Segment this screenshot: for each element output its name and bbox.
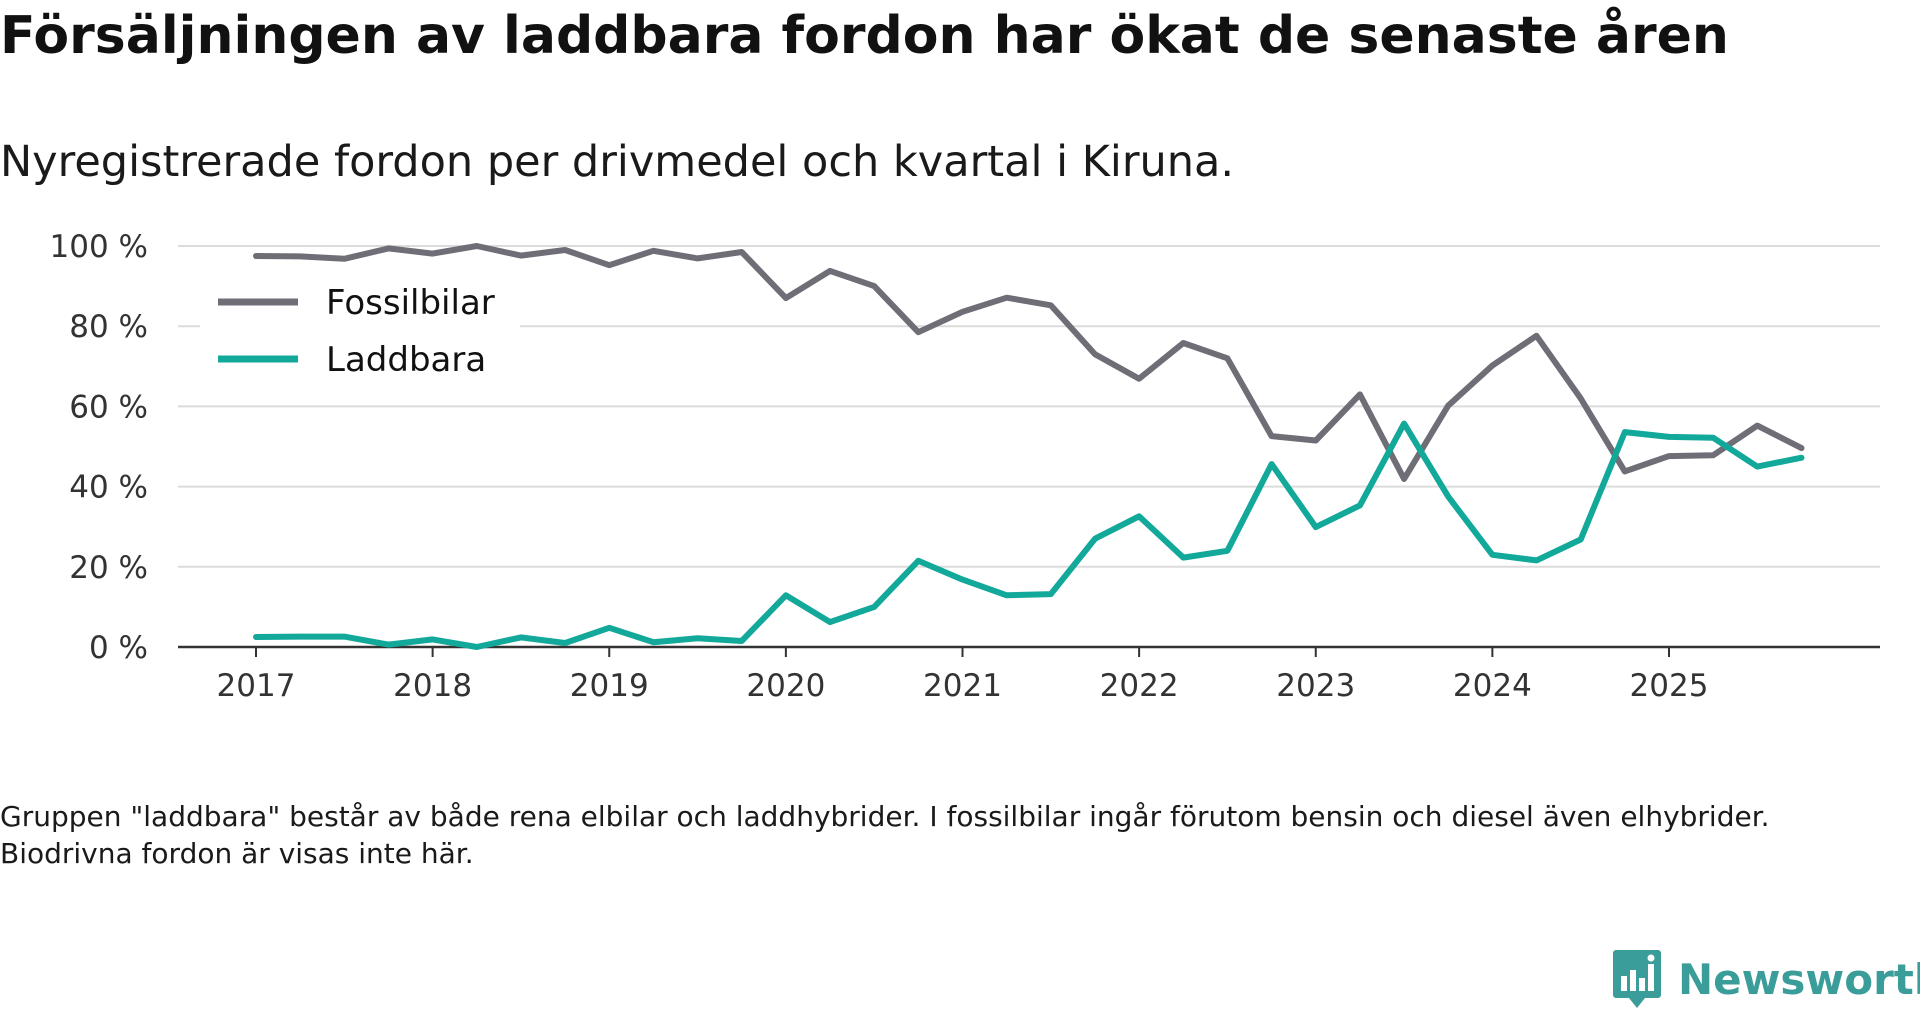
legend-label: Laddbara: [326, 340, 486, 380]
chart-subtitle: Nyregistrerade fordon per drivmedel och …: [0, 137, 1235, 187]
legend: Fossilbilar Laddbara: [200, 272, 520, 380]
x-tick-label: 2024: [1453, 668, 1532, 704]
legend-label: Fossilbilar: [326, 283, 495, 323]
y-tick-label: 60 %: [69, 389, 148, 425]
x-tick-label: 2022: [1100, 668, 1179, 704]
brand-name: Newsworthy: [1678, 954, 1920, 1004]
chart-title: Försäljningen av laddbara fordon har öka…: [0, 6, 1729, 66]
series-line-laddbara: [253, 420, 1805, 650]
x-tick-label: 2019: [570, 668, 649, 704]
y-axis-ticks: 0 % 20 % 40 % 60 % 80 % 100 %: [50, 229, 148, 666]
x-tick-label: 2018: [393, 668, 472, 704]
y-tick-label: 40 %: [69, 470, 148, 506]
x-tick-label: 2025: [1630, 668, 1709, 704]
x-tick-label: 2017: [217, 668, 296, 704]
x-axis-ticks: 2017 2018 2019 2020 2021 2022 2023 2024 2025: [178, 645, 1880, 704]
x-tick-label: 2021: [923, 668, 1002, 704]
y-tick-label: 80 %: [69, 309, 148, 345]
brand[interactable]: Newsworthy: [1612, 948, 1920, 1010]
footnote: Gruppen "laddbara" består av både rena e…: [0, 800, 1770, 870]
y-tick-label: 100 %: [50, 229, 148, 265]
y-tick-label: 0 %: [89, 630, 148, 666]
series-line-fossilbilar: [253, 243, 1805, 482]
x-tick-label: 2020: [746, 668, 825, 704]
series-lines: [253, 243, 1805, 650]
x-tick-label: 2023: [1276, 668, 1355, 704]
y-tick-label: 20 %: [69, 550, 148, 586]
newsworthy-logo-icon: [1613, 950, 1661, 1008]
